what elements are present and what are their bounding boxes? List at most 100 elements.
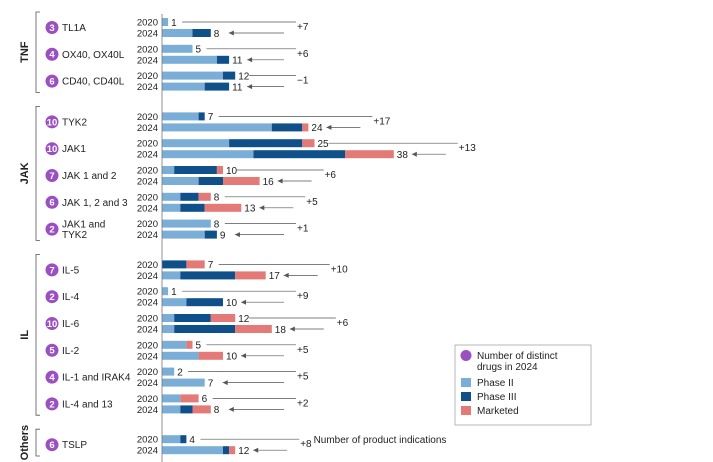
- target-label: JAK1: [62, 144, 86, 155]
- phase3-bar: [180, 271, 236, 280]
- x-axis-title: Number of product indications: [314, 435, 447, 446]
- distinct-drugs-marker: [45, 142, 59, 156]
- phase3-bar: [229, 139, 303, 148]
- change-arrowhead: [326, 124, 332, 130]
- target-label: JAK 1 and 2: [62, 171, 117, 182]
- year-label: 2020: [137, 139, 158, 150]
- total-value-label: 12: [238, 446, 250, 457]
- phase3-bar: [216, 55, 230, 64]
- phase2-bar: [162, 166, 175, 174]
- distinct-drugs-marker: [45, 317, 59, 330]
- distinct-drugs-marker: [45, 290, 59, 304]
- marketed-bar: [235, 325, 272, 333]
- marketed-bar: [186, 260, 205, 269]
- change-arrowhead: [241, 353, 246, 359]
- year-label: 2020: [137, 192, 158, 203]
- target-label: TL1A: [62, 23, 86, 34]
- phase2-bar: [162, 71, 223, 80]
- target-row: 2 IL-4 and 13 2020 6 2024 8 +2: [45, 394, 309, 416]
- marketed-bar: [198, 192, 211, 201]
- change-arrowhead: [247, 84, 253, 90]
- total-value-label: 7: [208, 260, 214, 271]
- legend-label: Phase II: [477, 378, 514, 389]
- total-value-label: 18: [275, 325, 287, 336]
- year-label: 2020: [137, 394, 158, 405]
- total-value-label: 5: [196, 341, 202, 352]
- total-value-label: 11: [232, 56, 243, 67]
- year-label: 2024: [137, 405, 158, 416]
- change-label: +13: [459, 143, 476, 154]
- distinct-drugs-marker: [45, 343, 59, 357]
- phase3-bar: [174, 314, 211, 322]
- change-label: +8: [300, 439, 312, 450]
- total-value-label: 10: [226, 352, 238, 363]
- phase2-bar: [162, 44, 193, 53]
- year-label: 2024: [137, 271, 158, 282]
- change-arrowhead: [228, 30, 234, 36]
- change-arrowhead: [222, 380, 228, 386]
- phase2-bar: [162, 55, 217, 64]
- marketed-bar: [192, 405, 211, 414]
- target-label: IL-4 and 13: [62, 399, 113, 410]
- phase2-bar: [162, 177, 199, 185]
- marketed-bar: [235, 271, 266, 280]
- group-label: Others: [19, 425, 31, 460]
- legend-entry: Marketed: [461, 406, 519, 417]
- change-label: +10: [331, 264, 348, 275]
- year-label: 2020: [137, 71, 158, 82]
- phase2-bar: [162, 271, 181, 280]
- phase2-bar: [162, 287, 169, 296]
- change-label: +7: [297, 22, 309, 33]
- phase2-bar: [162, 230, 205, 239]
- year-label: 2024: [137, 177, 158, 188]
- group-label: IL: [19, 330, 31, 340]
- target-label: TSLP: [62, 440, 87, 451]
- total-value-label: 11: [232, 82, 243, 93]
- change-arrowhead: [259, 205, 265, 211]
- change-label: +2: [297, 398, 309, 409]
- distinct-drugs-marker: [45, 222, 59, 236]
- total-value-label: 1: [171, 287, 177, 298]
- group-label: JAK: [19, 162, 31, 184]
- total-value-label: 38: [397, 150, 409, 161]
- year-label: 2024: [137, 298, 158, 309]
- change-arrowhead: [241, 299, 246, 305]
- total-value-label: 8: [214, 405, 220, 416]
- phase2-bar: [162, 446, 223, 455]
- phase3-bar: [180, 435, 187, 444]
- total-value-label: 5: [196, 45, 202, 56]
- total-value-label: 4: [189, 435, 195, 446]
- distinct-drugs-marker: [45, 397, 59, 411]
- phase3-bar: [198, 112, 205, 121]
- target-label: IL-6: [62, 319, 80, 330]
- bracket-line: [35, 254, 40, 416]
- phase2-bar: [162, 219, 211, 228]
- target-label: JAK 1, 2 and 3: [62, 198, 128, 209]
- phase3-bar: [180, 405, 193, 414]
- phase3-bar: [180, 192, 199, 201]
- year-label: 2020: [137, 314, 158, 325]
- distinct-drugs-count: 5: [49, 346, 55, 357]
- year-label: 2020: [137, 435, 158, 446]
- target-row: 7 JAK 1 and 2 2020 10 2024 16 +6: [45, 166, 336, 188]
- phase2-bar: [162, 18, 169, 26]
- total-value-label: 24: [311, 123, 323, 134]
- legend-entry: Phase III: [461, 392, 516, 403]
- phase3-bar: [162, 260, 187, 269]
- total-value-label: 12: [238, 71, 250, 82]
- year-label: 2020: [137, 166, 158, 177]
- marketed-bar: [186, 340, 193, 349]
- distinct-drugs-marker: [45, 195, 59, 209]
- change-arrowhead: [277, 178, 283, 184]
- phase2-bar: [162, 325, 175, 333]
- total-value-label: 13: [244, 204, 256, 215]
- legend-entry: Phase II: [461, 378, 514, 389]
- legend-label: Number of distinct: [477, 351, 558, 362]
- year-label: 2024: [137, 203, 158, 214]
- total-value-label: 16: [263, 177, 275, 188]
- year-label: 2020: [137, 44, 158, 55]
- target-row: 7 IL-5 2020 7 2024 17 +10: [45, 260, 348, 282]
- target-row: 3 TL1A 2020 1 2024 8 +7: [45, 18, 309, 40]
